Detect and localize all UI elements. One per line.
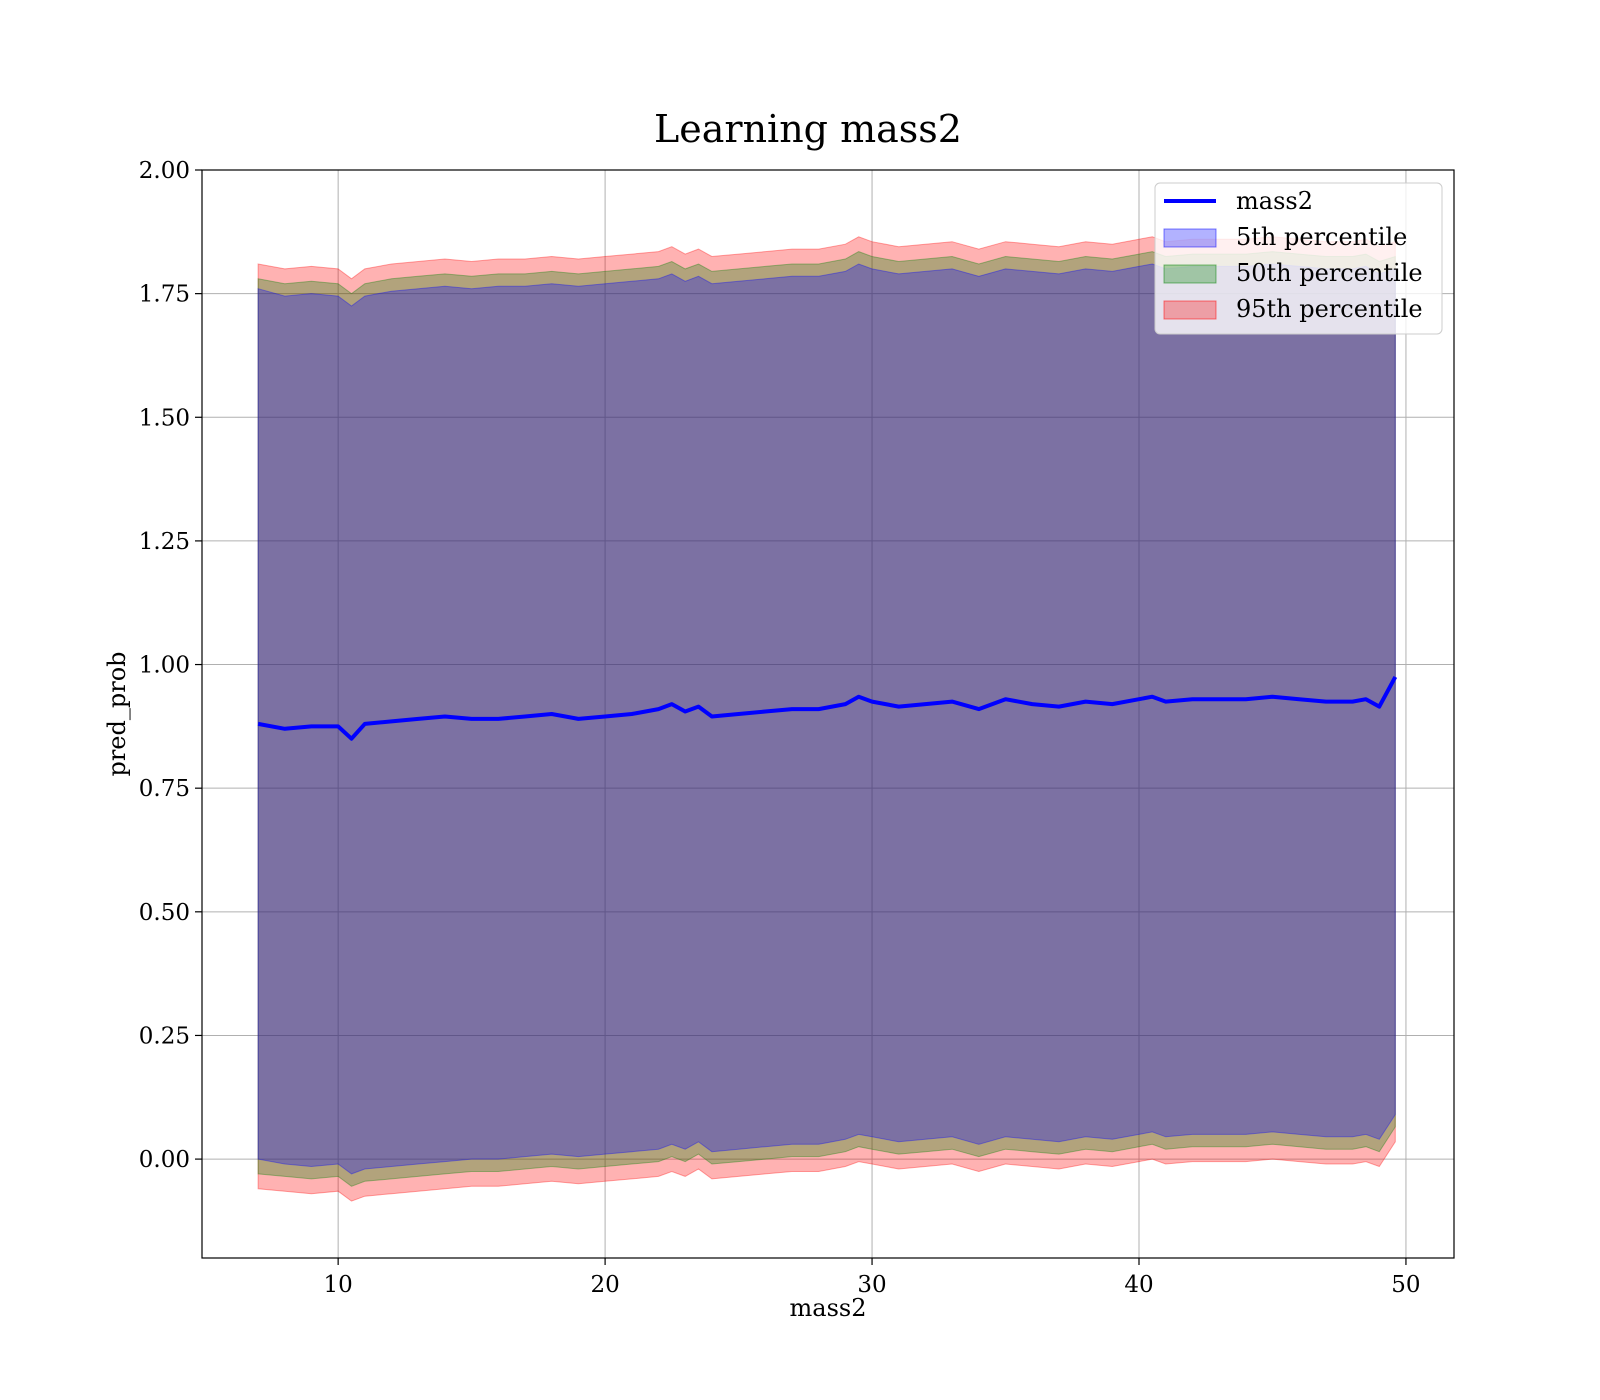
legend-label-5th: 5th percentile bbox=[1236, 223, 1407, 251]
x-tick-label: 20 bbox=[590, 1272, 619, 1298]
legend-label-50th: 50th percentile bbox=[1236, 259, 1423, 287]
x-axis-ticks: 10 20 30 40 50 bbox=[324, 1258, 1421, 1298]
chart-title: Learning mass2 bbox=[654, 107, 962, 151]
y-tick-label: 2.00 bbox=[139, 158, 190, 184]
band-layer bbox=[257, 236, 1396, 1202]
legend: mass2 5th percentile 50th percentile 95t… bbox=[1154, 182, 1443, 335]
y-tick-label: 0.50 bbox=[139, 900, 190, 926]
x-axis-label: mass2 bbox=[790, 1294, 867, 1322]
x-tick-label: 50 bbox=[1391, 1272, 1420, 1298]
series-line-mass2 bbox=[257, 675, 1398, 741]
x-tick-label: 10 bbox=[324, 1272, 353, 1298]
band-95th-percentile bbox=[257, 236, 1396, 1202]
band-50th-percentile bbox=[257, 251, 1396, 1187]
legend-swatch-95th bbox=[1163, 300, 1217, 320]
x-tick-label: 40 bbox=[1124, 1272, 1153, 1298]
legend-label-line: mass2 bbox=[1236, 187, 1313, 215]
y-tick-label: 1.50 bbox=[139, 405, 190, 431]
legend-label-95th: 95th percentile bbox=[1236, 295, 1423, 323]
y-tick-label: 0.00 bbox=[139, 1147, 190, 1173]
legend-swatch-5th bbox=[1163, 228, 1217, 248]
x-tick-label: 30 bbox=[857, 1272, 886, 1298]
legend-box bbox=[1154, 182, 1443, 335]
plot-frame bbox=[201, 169, 1455, 1259]
y-tick-label: 0.75 bbox=[139, 776, 190, 802]
y-tick-label: 0.25 bbox=[139, 1023, 190, 1049]
y-axis-ticks: 0.00 0.25 0.50 0.75 1.00 1.25 1.50 1.75 2.00 bbox=[139, 158, 202, 1173]
band-5th-percentile bbox=[257, 263, 1396, 1175]
y-tick-label: 1.25 bbox=[139, 529, 190, 555]
y-axis-label: pred_prob bbox=[103, 651, 131, 776]
line-layer bbox=[257, 675, 1398, 741]
y-tick-label: 1.75 bbox=[139, 282, 190, 308]
legend-swatch-50th bbox=[1163, 264, 1217, 284]
y-tick-label: 1.00 bbox=[139, 653, 190, 679]
